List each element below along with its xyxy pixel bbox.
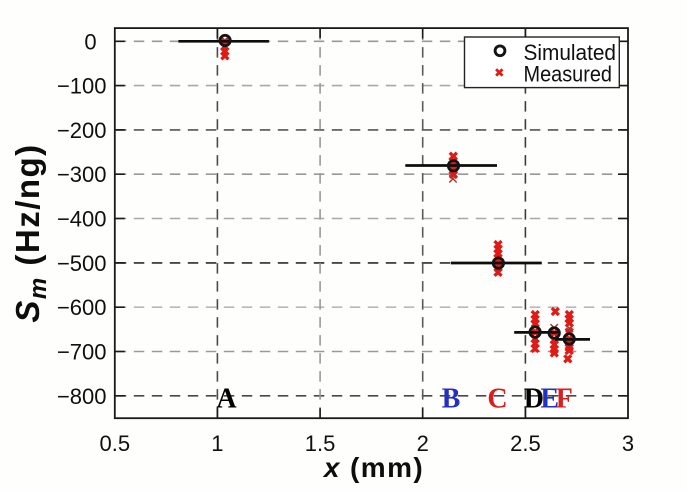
svg-text:2: 2 — [417, 431, 429, 456]
svg-text:Simulated: Simulated — [524, 40, 617, 65]
svg-text:Measured: Measured — [524, 61, 613, 86]
svg-text:0: 0 — [84, 29, 96, 54]
svg-text:−600: −600 — [57, 295, 107, 320]
svg-text:x (mm): x (mm) — [322, 452, 424, 483]
svg-text:−200: −200 — [57, 118, 107, 143]
svg-text:Sm (Hz/ng): Sm (Hz/ng) — [9, 143, 52, 322]
svg-text:−500: −500 — [57, 251, 107, 276]
svg-text:−700: −700 — [57, 340, 107, 365]
svg-text:C: C — [487, 383, 507, 414]
svg-text:B: B — [442, 383, 461, 414]
svg-text:E: E — [540, 383, 559, 414]
svg-text:1.5: 1.5 — [305, 431, 336, 456]
svg-text:F: F — [556, 383, 573, 414]
svg-text:3: 3 — [622, 431, 634, 456]
svg-text:−100: −100 — [57, 74, 107, 99]
svg-text:0.5: 0.5 — [100, 431, 131, 456]
svg-text:1: 1 — [211, 431, 223, 456]
svg-text:−400: −400 — [57, 207, 107, 232]
svg-text:A: A — [216, 383, 237, 414]
svg-text:−300: −300 — [57, 162, 107, 187]
svg-text:2.5: 2.5 — [510, 431, 541, 456]
svg-text:−800: −800 — [57, 384, 107, 409]
svg-text:D: D — [524, 383, 544, 414]
